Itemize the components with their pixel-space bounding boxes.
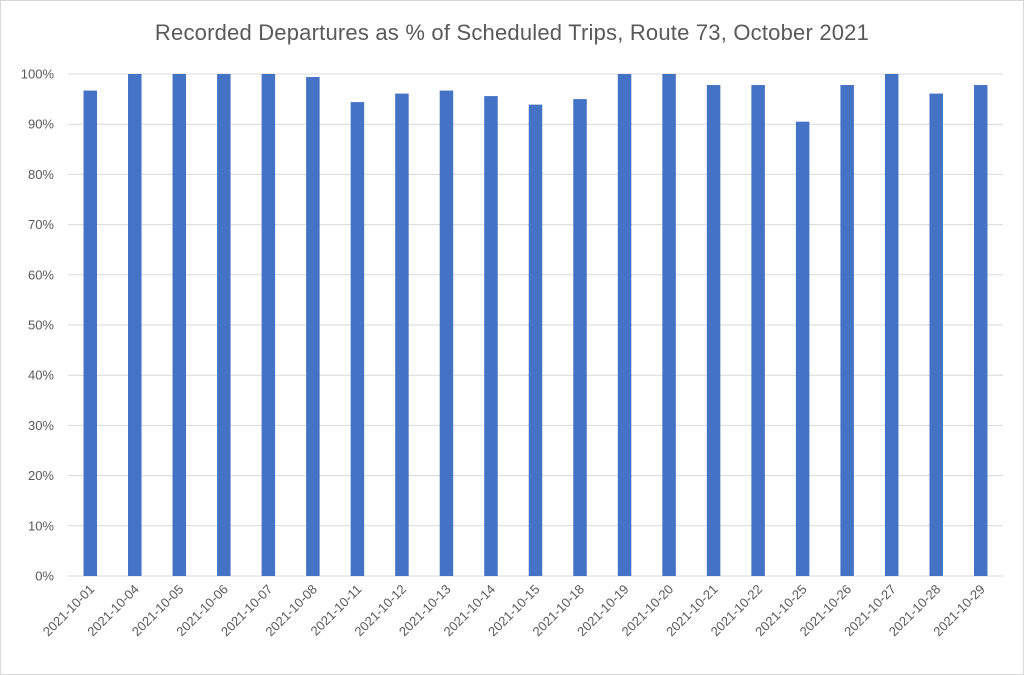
bar-2021-10-27: [884, 74, 899, 576]
y-tick-label: 60%: [28, 267, 54, 282]
bar-2021-10-25: [795, 121, 810, 576]
bar-2021-10-13: [439, 90, 454, 576]
y-tick-label: 0%: [35, 569, 54, 584]
y-axis-ticks: 0% 10% 20% 30% 40% 50% 60% 70% 80% 90% 100%: [21, 67, 55, 584]
y-tick-label: 20%: [28, 468, 54, 483]
y-tick-label: 30%: [28, 418, 54, 433]
bar-2021-10-15: [528, 104, 543, 576]
y-tick-label: 40%: [28, 368, 54, 383]
y-tick-label: 50%: [28, 318, 54, 333]
bar-2021-10-12: [395, 93, 409, 576]
x-axis-ticks: 2021-10-012021-10-042021-10-052021-10-06…: [40, 582, 988, 640]
bar-2021-10-18: [573, 99, 587, 576]
bar-2021-10-28: [929, 93, 943, 576]
bar-2021-10-08: [306, 77, 320, 577]
chart-title: Recorded Departures as % of Scheduled Tr…: [154, 20, 870, 45]
bar-2021-10-06: [217, 74, 231, 576]
y-tick-label: 10%: [28, 518, 54, 533]
y-tick-label: 100%: [21, 67, 55, 82]
bar-2021-10-05: [172, 74, 187, 576]
bar-2021-10-22: [751, 85, 765, 576]
bar-2021-10-20: [662, 74, 676, 576]
y-tick-label: 70%: [28, 217, 54, 232]
bar-2021-10-26: [840, 85, 854, 576]
y-tick-label: 90%: [28, 117, 54, 132]
bar-2021-10-29: [973, 85, 988, 576]
bar-2021-10-01: [83, 90, 98, 576]
bar-2021-10-07: [261, 74, 276, 576]
bar-2021-10-21: [706, 85, 721, 576]
bar-2021-10-19: [617, 74, 632, 576]
bar-2021-10-11: [350, 102, 365, 576]
bars: [83, 74, 988, 577]
bar-2021-10-14: [484, 96, 498, 576]
bar-2021-10-04: [128, 74, 142, 576]
y-tick-label: 80%: [28, 167, 54, 182]
